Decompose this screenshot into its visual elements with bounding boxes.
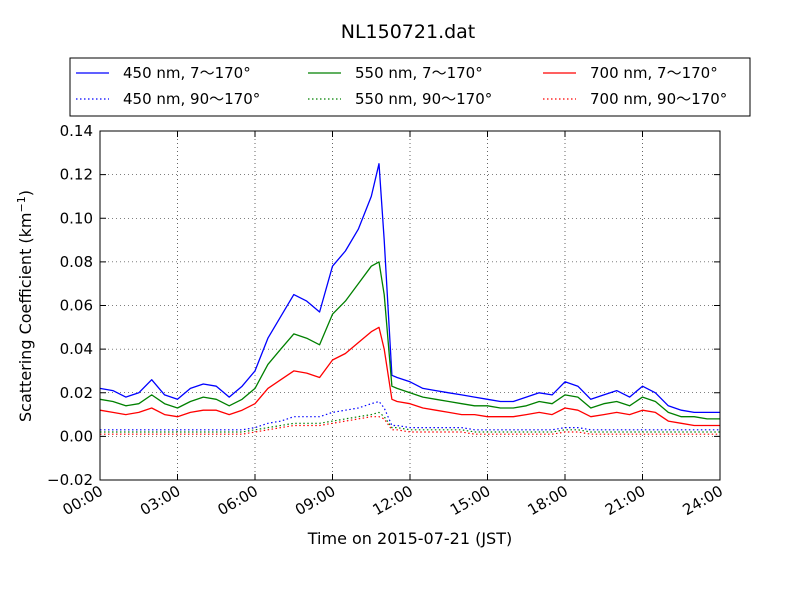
legend-label-0: 450 nm, 7～170° — [123, 64, 251, 82]
series-line-5 — [100, 416, 720, 435]
y-tick-label: 0.12 — [60, 166, 93, 184]
y-tick-label: 0.02 — [60, 384, 93, 402]
y-tick-label: 0.00 — [60, 427, 93, 445]
series-line-0 — [99, 163, 720, 414]
legend-entries: 450 nm, 7～170° 550 nm, 7～170° 700 nm, 7～17… — [76, 64, 727, 108]
y-axis-label-main: Scattering Coefficient (km — [16, 212, 35, 422]
legend-label-2: 550 nm, 7～170° — [355, 64, 483, 82]
y-tick-label: 0.06 — [60, 297, 93, 315]
legend-label-5: 700 nm, 90～170° — [590, 90, 727, 108]
legend-label-3: 550 nm, 90～170° — [355, 90, 492, 108]
y-axis-label: Scattering Coefficient (km−1) — [15, 190, 35, 422]
legend-label-1: 450 nm, 90～170° — [123, 90, 260, 108]
y-axis-label-superscript: −1 — [15, 196, 28, 212]
axis-ticks: 00:00 03:00 06:00 09:00 12:00 15:00 18:00 21:00… — [47, 122, 726, 519]
y-tick-label: 0.08 — [60, 253, 93, 271]
legend-box — [69, 57, 751, 117]
legend: 450 nm, 7～170° 550 nm, 7～170° 700 nm, 7～17… — [69, 57, 751, 117]
y-tick-label: 0.10 — [60, 209, 93, 227]
y-tick-label: 0.14 — [60, 122, 93, 140]
series-lines — [99, 163, 720, 435]
legend-label-4: 700 nm, 7～170° — [590, 64, 718, 82]
chart-title: NL150721.dat — [341, 21, 476, 43]
series-line-4 — [99, 326, 720, 427]
x-axis-label: Time on 2015-07-21 (JST) — [307, 529, 512, 548]
y-axis-label-end: ) — [16, 190, 35, 196]
grid — [100, 131, 720, 480]
series-line-2 — [99, 261, 720, 420]
y-tick-label: −0.02 — [47, 471, 93, 489]
y-tick-label: 0.04 — [60, 340, 93, 358]
